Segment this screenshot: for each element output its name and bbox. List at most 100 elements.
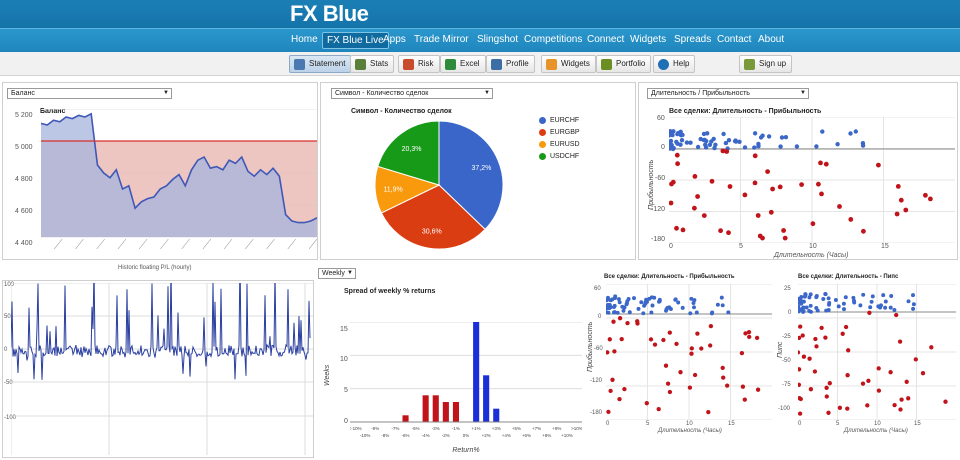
nav-competitions[interactable]: Competitions [524,34,583,45]
loss-point [819,191,824,197]
win-point [720,303,725,308]
win-point [801,305,806,310]
balance-xlabel: Historic floating P/L (hourly) [118,265,192,271]
loss-point [903,207,909,213]
loss-point [680,227,686,233]
loss-point [848,217,854,222]
balance-select[interactable]: Баланс ▼ [7,88,172,99]
loss-point [611,319,616,324]
win-point [827,301,832,305]
loss-point [706,409,711,415]
duration-pips-panel: Все сделки: Длительность - Пипс 25 0 -25… [776,270,958,458]
x-tick-mark [266,238,275,249]
pie-panel: Символ - Количество сделок ▼ Символ - Кол… [320,82,636,260]
loss-point [692,174,698,179]
nav-widgets[interactable]: Widgets [630,34,667,45]
bar--1% [452,402,459,422]
win-point [707,142,713,147]
statement-icon [294,58,305,70]
portfolio-button[interactable]: Portfolio [596,55,652,73]
loss-point [663,363,669,368]
help-button[interactable]: Help [653,55,696,73]
loss-point [708,343,713,348]
loss-point [923,192,928,198]
excel-button[interactable]: Excel [440,55,486,73]
loss-point [619,336,624,342]
loss-point [840,331,845,336]
loss-point [617,396,622,402]
loss-point [897,339,903,344]
ytick: -25 [782,334,791,340]
loss-point [837,204,842,209]
x-tick-mark [138,238,148,249]
win-point [613,294,618,299]
weekly-select[interactable]: Weekly ▼ [318,268,356,279]
stats-button[interactable]: Stats [350,55,395,73]
x-tick-label: -10% [360,433,371,438]
win-point [760,133,765,138]
balance-panel: Баланс ▼ Баланс 5 200 5 000 4 800 4 600 4… [2,82,318,271]
pie-select[interactable]: Символ - Количество сделок ▼ [331,88,493,99]
xtick: 15 [881,243,889,250]
win-point [680,305,685,310]
pie-label: 37,2% [471,165,491,172]
win-point [868,305,873,310]
win-point [778,144,783,149]
x-tick-label: +8% [542,433,551,438]
hourly-pl-chart [11,283,313,455]
risk-icon [403,58,414,70]
loss-point [644,401,649,406]
loss-point [695,194,700,199]
ytick: -60 [594,346,603,352]
xtick: 5 [646,421,650,427]
loss-point [708,323,714,329]
loss-point [674,341,679,347]
bar-+3% [493,408,500,422]
win-point [851,295,856,300]
loss-point [622,386,627,392]
nav-connect[interactable]: Connect [587,34,625,45]
legend-marker [539,141,546,148]
win-point [842,307,846,312]
win-point [650,303,655,308]
win-point [670,146,676,152]
win-point [625,299,630,304]
win-point [675,131,680,137]
nav-trade-mirror[interactable]: Trade Mirror [414,34,469,45]
nav-home[interactable]: Home [291,34,318,45]
win-point [726,138,732,143]
nav-slingshot[interactable]: Slingshot [477,34,519,45]
loss-point [625,320,630,326]
win-point [657,297,662,302]
nav-spreads[interactable]: Spreads [674,34,712,45]
loss-point [755,213,761,218]
fxblue-logo[interactable]: FX Blue [290,1,369,26]
loss-point [674,152,680,158]
x-tick-label: +1% [472,426,481,431]
loss-point [656,406,661,412]
ytick: -75 [782,382,791,388]
x-tick-label: -2% [442,433,450,438]
x-tick-label: +4% [502,433,511,438]
loss-point [865,403,870,408]
widgets-button[interactable]: Widgets [541,55,596,73]
risk-button[interactable]: Risk [398,55,440,73]
signup-button[interactable]: Sign up [739,55,793,73]
statement-button[interactable]: Statement [289,55,352,73]
loss-point [652,342,658,347]
win-point [804,305,809,310]
loss-point [752,180,758,186]
nav-contact[interactable]: Contact [717,34,752,45]
win-point [678,129,683,134]
loss-point [824,394,829,399]
ytick: -120 [590,378,603,384]
win-point [756,141,761,147]
nav-about[interactable]: About [758,34,785,45]
scatter-select[interactable]: Длительность / Прибыльность ▼ [647,88,809,99]
nav-fx-blue-live[interactable]: FX Blue Live [322,32,389,49]
profile-button[interactable]: Profile [486,55,535,73]
ytick: 4 400 [15,240,33,247]
nav-apps[interactable]: Apps [383,34,406,45]
chevron-down-icon: ▼ [484,90,490,96]
ytick: -100 [778,406,791,412]
